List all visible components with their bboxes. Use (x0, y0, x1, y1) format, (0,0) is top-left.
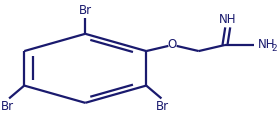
Text: Br: Br (156, 100, 169, 113)
Text: NH: NH (258, 38, 276, 51)
Text: NH: NH (219, 13, 237, 26)
Text: O: O (168, 38, 177, 51)
Text: 2: 2 (271, 44, 276, 53)
Text: Br: Br (79, 4, 92, 17)
Text: Br: Br (1, 100, 14, 113)
